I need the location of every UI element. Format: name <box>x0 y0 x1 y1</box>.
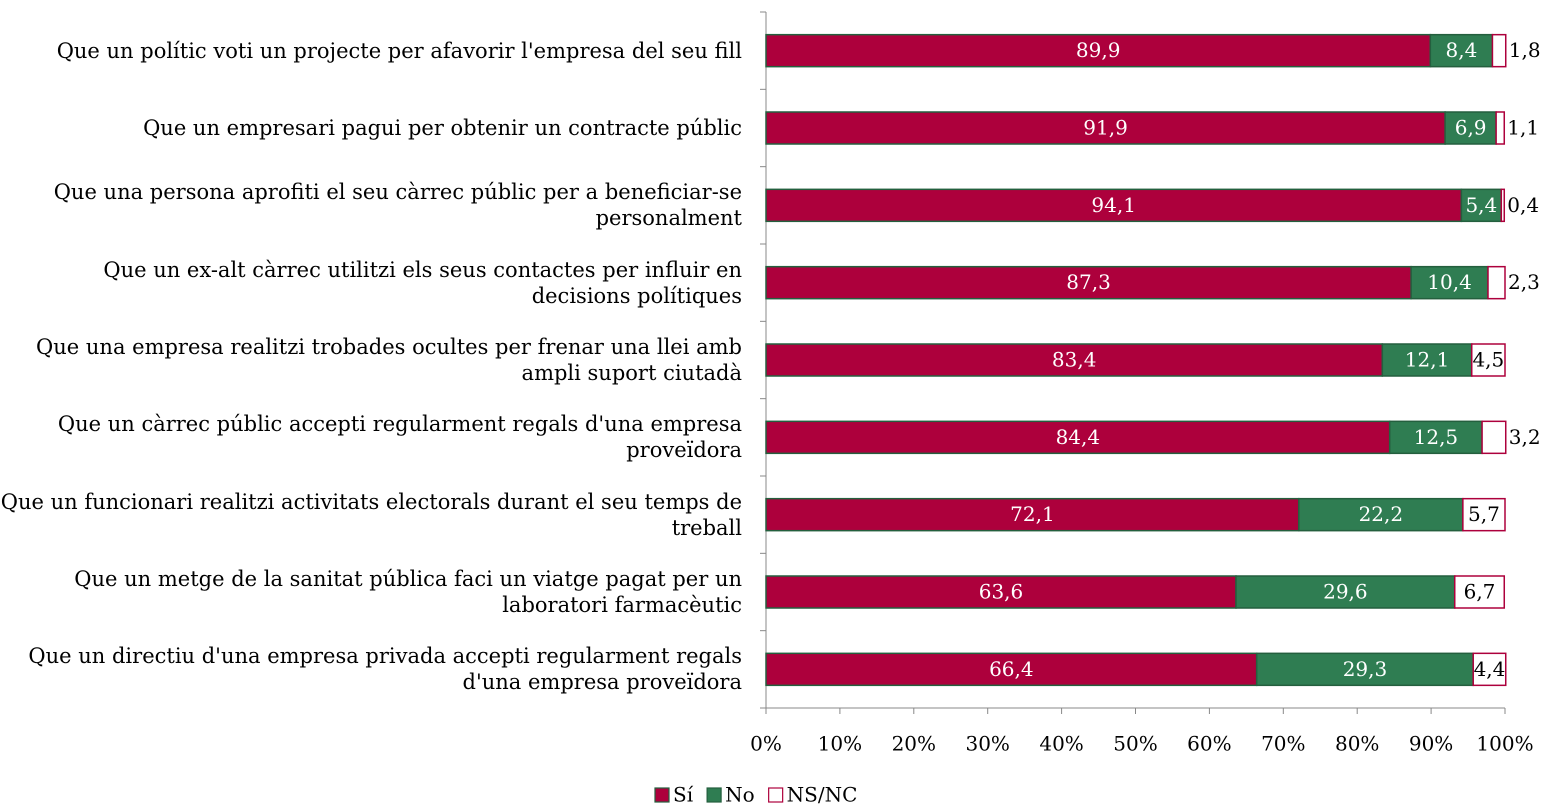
data-label: 4,5 <box>1472 348 1504 372</box>
bar-segment <box>1429 33 1494 68</box>
data-label: 6,7 <box>1464 580 1496 604</box>
x-tick-label: 10% <box>818 732 862 756</box>
bar-segment <box>1470 343 1506 377</box>
data-label: 2,3 <box>1508 270 1540 294</box>
data-label: 12,5 <box>1414 425 1459 449</box>
bar-segment <box>1298 497 1464 532</box>
x-tick-label: 90% <box>1409 732 1453 756</box>
category-label: Que una empresa realitzi trobades oculte… <box>36 335 742 385</box>
data-label: 29,6 <box>1323 580 1368 604</box>
data-label: 89,9 <box>1076 38 1121 62</box>
data-label: 91,9 <box>1083 116 1128 140</box>
legend-marker <box>706 787 722 803</box>
legend-marker <box>654 787 670 803</box>
data-label: 0,4 <box>1507 193 1539 217</box>
category-label: Que una persona aprofiti el seu càrrec p… <box>53 180 742 231</box>
bar-segment <box>1495 111 1506 145</box>
data-label: 84,4 <box>1056 425 1101 449</box>
category-label: Que un empresari pagui per obtenir un co… <box>143 116 742 140</box>
data-label: 5,4 <box>1465 193 1497 217</box>
bar-segment <box>765 343 1384 377</box>
data-label: 6,9 <box>1455 116 1487 140</box>
x-tick-label: 50% <box>1113 732 1157 756</box>
data-label: 63,6 <box>979 580 1024 604</box>
data-label: 1,1 <box>1507 116 1539 140</box>
category-label: Que un polític voti un projecte per afav… <box>56 38 742 63</box>
x-tick-label: 70% <box>1261 732 1305 756</box>
legend-label: No <box>725 783 755 807</box>
x-tick-label: 30% <box>965 732 1009 756</box>
data-label: 22,2 <box>1359 502 1404 526</box>
data-label: 29,3 <box>1343 657 1388 681</box>
legend-label: NS/NC <box>787 783 858 807</box>
category-label: Que un càrrec públic accepti regularment… <box>57 412 742 463</box>
data-label: 10,4 <box>1427 270 1472 294</box>
bar-segment <box>1235 575 1456 609</box>
data-label: 83,4 <box>1052 348 1097 372</box>
bar-segment <box>1381 343 1473 377</box>
data-label: 8,4 <box>1445 38 1477 62</box>
data-label: 3,2 <box>1509 425 1541 449</box>
legend-marker <box>768 787 784 803</box>
category-label: Que un directiu d'una empresa privada ac… <box>28 644 742 695</box>
bar-segment <box>765 575 1237 609</box>
bar-segment <box>765 111 1446 145</box>
x-tick-label: 60% <box>1187 732 1231 756</box>
bar-segment <box>1491 33 1507 68</box>
bar-segment <box>1410 265 1489 300</box>
bar-segment <box>765 265 1412 300</box>
x-tick-label: 20% <box>892 732 936 756</box>
bar-segment <box>1388 420 1483 455</box>
category-label: Que un ex-alt càrrec utilitzi els seus c… <box>103 257 742 308</box>
data-label: 94,1 <box>1091 193 1136 217</box>
data-label: 66,4 <box>989 657 1034 681</box>
bar-segment <box>1460 188 1503 223</box>
bar-segment <box>1462 497 1506 532</box>
data-label: 4,4 <box>1474 657 1506 681</box>
x-tick-label: 100% <box>1476 732 1533 756</box>
bar-segment <box>1487 265 1506 300</box>
bar-segment <box>765 188 1463 223</box>
x-tick-label: 40% <box>1039 732 1083 756</box>
bar-segment <box>1453 575 1506 609</box>
data-label: 5,7 <box>1468 502 1500 526</box>
data-label: 87,3 <box>1066 270 1111 294</box>
x-tick-label: 0% <box>750 732 782 756</box>
category-label: Que un metge de la sanitat pública faci … <box>74 567 742 617</box>
category-label: Que un funcionari realitzi activitats el… <box>0 489 742 540</box>
bar-segment <box>1472 652 1507 687</box>
x-tick-label: 80% <box>1335 732 1379 756</box>
bar-segment <box>1500 188 1506 223</box>
bar-segment <box>765 33 1432 68</box>
legend-label: Sí <box>673 783 694 807</box>
data-label: 12,1 <box>1405 348 1450 372</box>
data-label: 1,8 <box>1509 38 1541 62</box>
data-label: 72,1 <box>1010 502 1055 526</box>
bar-segment <box>1481 420 1507 455</box>
bar-segment <box>765 652 1258 687</box>
bar-segment <box>1255 652 1474 687</box>
